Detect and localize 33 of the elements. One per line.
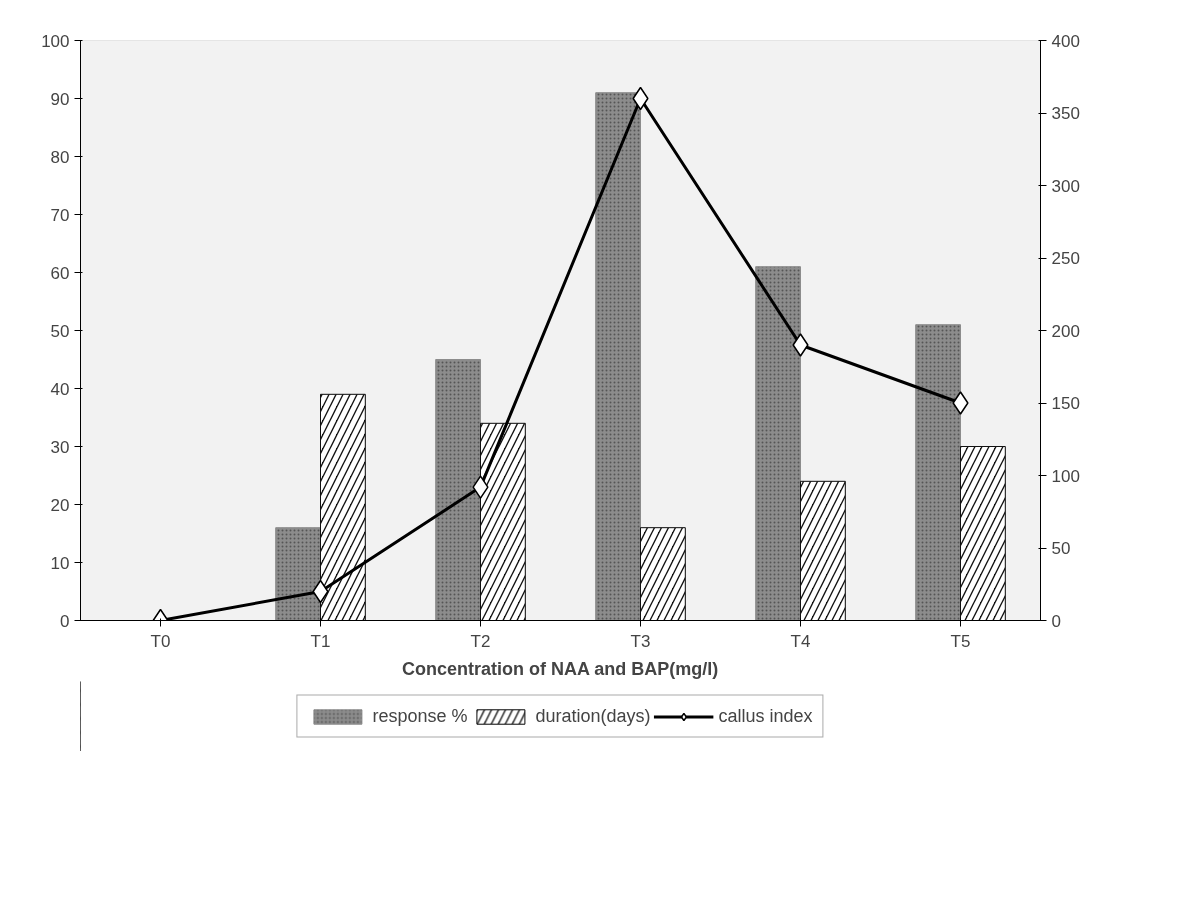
y-tick-label: 50 bbox=[50, 321, 70, 341]
y2-tick-label: 0 bbox=[1051, 611, 1061, 631]
x-tick-label: T2 bbox=[470, 631, 491, 651]
point bbox=[472, 475, 489, 499]
y2-tick-label: 150 bbox=[1051, 394, 1080, 413]
y2-tick-label: 250 bbox=[1051, 249, 1080, 268]
y2-tick-label: 400 bbox=[1051, 31, 1080, 51]
y-tick-label: 90 bbox=[50, 89, 70, 109]
point bbox=[952, 391, 969, 415]
x-tick-label: T1 bbox=[310, 631, 331, 651]
x-tick-label: T3 bbox=[630, 631, 651, 651]
y-tick-label: 0 bbox=[60, 611, 70, 631]
x-axis-title: Concentration of NAA and BAP(mg/l) bbox=[402, 658, 719, 679]
y2-tick-label: 100 bbox=[1051, 466, 1080, 486]
x-tick-label: T0 bbox=[150, 631, 171, 651]
legend-label: duration(days) bbox=[535, 705, 651, 727]
y2-tick-label: 200 bbox=[1051, 321, 1080, 341]
y-tick-label: 100 bbox=[41, 31, 70, 51]
y-tick-label: 40 bbox=[50, 379, 70, 399]
point bbox=[792, 333, 809, 357]
y-tick-label: 70 bbox=[50, 205, 70, 225]
y-tick-label: 60 bbox=[50, 263, 70, 283]
y-tick-label: 10 bbox=[50, 553, 70, 573]
y2-tick-label: 300 bbox=[1051, 176, 1080, 196]
y2-tick-label: 350 bbox=[1051, 104, 1080, 123]
x-tick-label: T5 bbox=[950, 631, 971, 651]
y-tick-label: 20 bbox=[50, 495, 70, 515]
y-tick-label: 80 bbox=[50, 147, 70, 167]
legend-label: response % bbox=[372, 705, 468, 727]
y2-tick-label: 50 bbox=[1051, 539, 1071, 558]
y-tick-label: 30 bbox=[50, 437, 70, 457]
x-tick-label: T4 bbox=[790, 631, 811, 651]
legend-label: callus index bbox=[718, 705, 813, 727]
